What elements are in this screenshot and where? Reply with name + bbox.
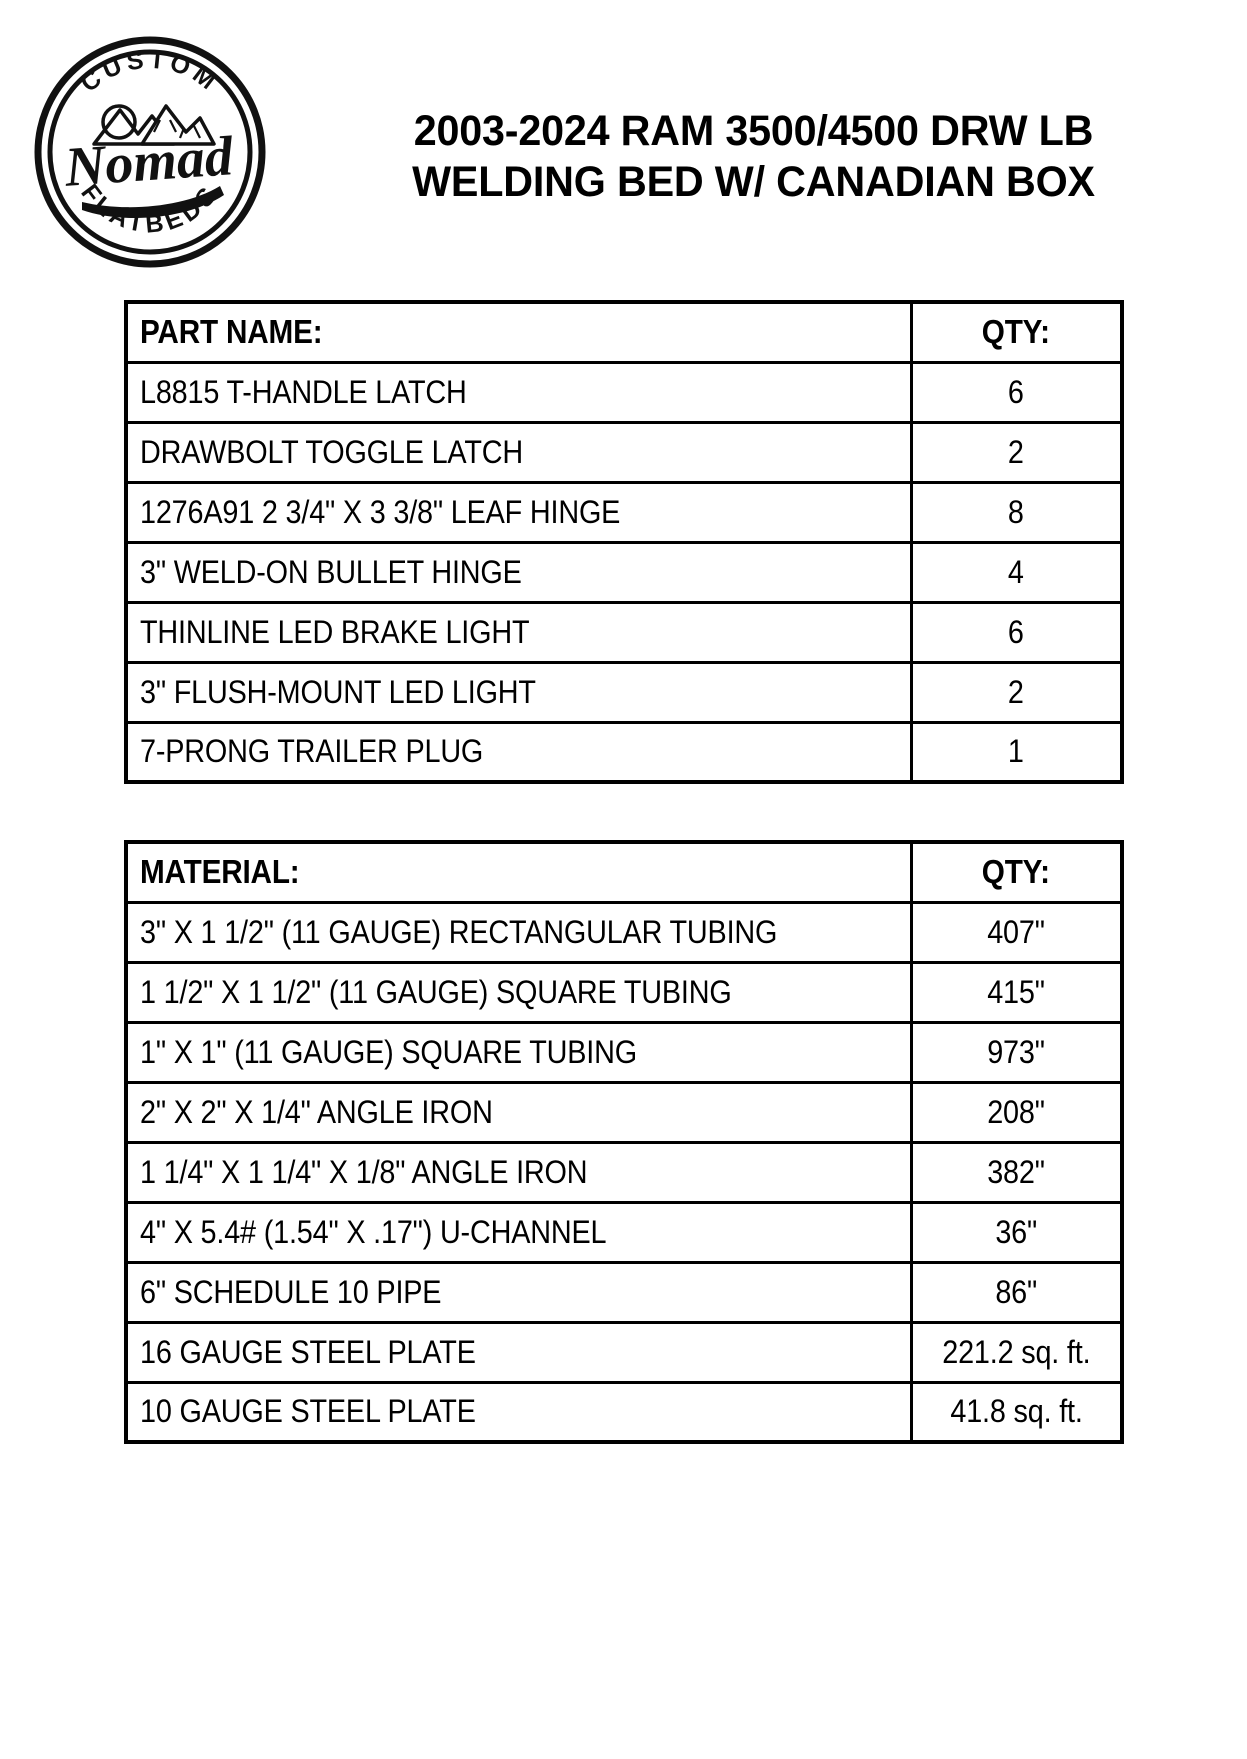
title-line-2: WELDING BED W/ CANADIAN BOX <box>412 157 1095 206</box>
material-name-cell: 10 GAUGE STEEL PLATE <box>124 1380 913 1444</box>
nomad-flatbeds-logo-icon: CUSTOM FLATBEDS Nomad <box>34 36 266 268</box>
material-name-cell: 1 1/2" X 1 1/2" (11 GAUGE) SQUARE TUBING <box>124 960 913 1024</box>
part-name-cell: THINLINE LED BRAKE LIGHT <box>124 600 913 664</box>
table-row: 3" FLUSH-MOUNT LED LIGHT 2 <box>124 660 1123 724</box>
material-name-cell: 1 1/4" X 1 1/4" X 1/8" ANGLE IRON <box>124 1140 913 1204</box>
material-table-block: MATERIAL: QTY: 3" X 1 1/2" (11 GAUGE) RE… <box>123 840 1124 1444</box>
parts-table-block: PART NAME: QTY: L8815 T-HANDLE LATCH 6 D… <box>123 300 1124 784</box>
table-row: 3" X 1 1/2" (11 GAUGE) RECTANGULAR TUBIN… <box>124 900 1123 964</box>
part-qty-cell: 2 <box>910 420 1123 484</box>
table-row: DRAWBOLT TOGGLE LATCH 2 <box>124 420 1123 484</box>
material-qty-cell: 382" <box>910 1140 1123 1204</box>
material-table: MATERIAL: QTY: 3" X 1 1/2" (11 GAUGE) RE… <box>123 840 1124 1444</box>
table-row: L8815 T-HANDLE LATCH 6 <box>124 360 1123 424</box>
material-qty-cell: 41.8 sq. ft. <box>910 1380 1123 1444</box>
part-name-cell: L8815 T-HANDLE LATCH <box>124 360 913 424</box>
table-row: 1 1/2" X 1 1/2" (11 GAUGE) SQUARE TUBING… <box>124 960 1123 1024</box>
table-row: 1 1/4" X 1 1/4" X 1/8" ANGLE IRON 382" <box>124 1140 1123 1204</box>
part-name-cell: 3" WELD-ON BULLET HINGE <box>124 540 913 604</box>
table-row: 16 GAUGE STEEL PLATE 221.2 sq. ft. <box>124 1320 1123 1384</box>
table-row: 7-PRONG TRAILER PLUG 1 <box>124 720 1123 784</box>
table-row: 1" X 1" (11 GAUGE) SQUARE TUBING 973" <box>124 1020 1123 1084</box>
table-row: 2" X 2" X 1/4" ANGLE IRON 208" <box>124 1080 1123 1144</box>
parts-table-body: L8815 T-HANDLE LATCH 6 DRAWBOLT TOGGLE L… <box>124 360 1123 784</box>
parts-table-header-row: PART NAME: QTY: <box>124 300 1123 364</box>
svg-text:Nomad: Nomad <box>62 125 236 199</box>
table-row: 1276A91 2 3/4" X 3 3/8" LEAF HINGE 8 <box>124 480 1123 544</box>
part-qty-cell: 2 <box>910 660 1123 724</box>
material-qty-cell: 221.2 sq. ft. <box>910 1320 1123 1384</box>
table-row: 4" X 5.4# (1.54" X .17") U-CHANNEL 36" <box>124 1200 1123 1264</box>
material-table-body: 3" X 1 1/2" (11 GAUGE) RECTANGULAR TUBIN… <box>124 900 1123 1444</box>
part-name-cell: DRAWBOLT TOGGLE LATCH <box>124 420 913 484</box>
part-qty-cell: 1 <box>910 720 1123 784</box>
part-name-cell: 1276A91 2 3/4" X 3 3/8" LEAF HINGE <box>124 480 913 544</box>
material-qty-cell: 36" <box>910 1200 1123 1264</box>
material-table-header-row: MATERIAL: QTY: <box>124 840 1123 904</box>
material-qty-cell: 407" <box>910 900 1123 964</box>
brand-logo: CUSTOM FLATBEDS Nomad <box>0 28 300 268</box>
table-spacer <box>0 784 1247 840</box>
part-qty-cell: 6 <box>910 360 1123 424</box>
material-name-cell: 3" X 1 1/2" (11 GAUGE) RECTANGULAR TUBIN… <box>124 900 913 964</box>
material-qty-cell: 973" <box>910 1020 1123 1084</box>
material-header-material: MATERIAL: <box>124 840 913 904</box>
table-row: 3" WELD-ON BULLET HINGE 4 <box>124 540 1123 604</box>
table-row: 10 GAUGE STEEL PLATE 41.8 sq. ft. <box>124 1380 1123 1444</box>
part-name-cell: 7-PRONG TRAILER PLUG <box>124 720 913 784</box>
page-title: 2003-2024 RAM 3500/4500 DRW LB WELDING B… <box>300 28 1247 207</box>
parts-table: PART NAME: QTY: L8815 T-HANDLE LATCH 6 D… <box>123 300 1124 784</box>
material-name-cell: 1" X 1" (11 GAUGE) SQUARE TUBING <box>124 1020 913 1084</box>
material-qty-cell: 415" <box>910 960 1123 1024</box>
part-name-cell: 3" FLUSH-MOUNT LED LIGHT <box>124 660 913 724</box>
material-name-cell: 2" X 2" X 1/4" ANGLE IRON <box>124 1080 913 1144</box>
parts-header-part-name: PART NAME: <box>124 300 913 364</box>
part-qty-cell: 8 <box>910 480 1123 544</box>
part-qty-cell: 4 <box>910 540 1123 604</box>
title-line-1: 2003-2024 RAM 3500/4500 DRW LB <box>413 107 1094 155</box>
table-row: THINLINE LED BRAKE LIGHT 6 <box>124 600 1123 664</box>
material-name-cell: 6" SCHEDULE 10 PIPE <box>124 1260 913 1324</box>
parts-header-qty: QTY: <box>910 300 1123 364</box>
table-row: 6" SCHEDULE 10 PIPE 86" <box>124 1260 1123 1324</box>
material-qty-cell: 208" <box>910 1080 1123 1144</box>
material-name-cell: 4" X 5.4# (1.54" X .17") U-CHANNEL <box>124 1200 913 1264</box>
material-qty-cell: 86" <box>910 1260 1123 1324</box>
material-name-cell: 16 GAUGE STEEL PLATE <box>124 1320 913 1384</box>
part-qty-cell: 6 <box>910 600 1123 664</box>
page-header: CUSTOM FLATBEDS Nomad 2003-2024 RAM 3500… <box>0 0 1247 300</box>
material-header-qty: QTY: <box>910 840 1123 904</box>
